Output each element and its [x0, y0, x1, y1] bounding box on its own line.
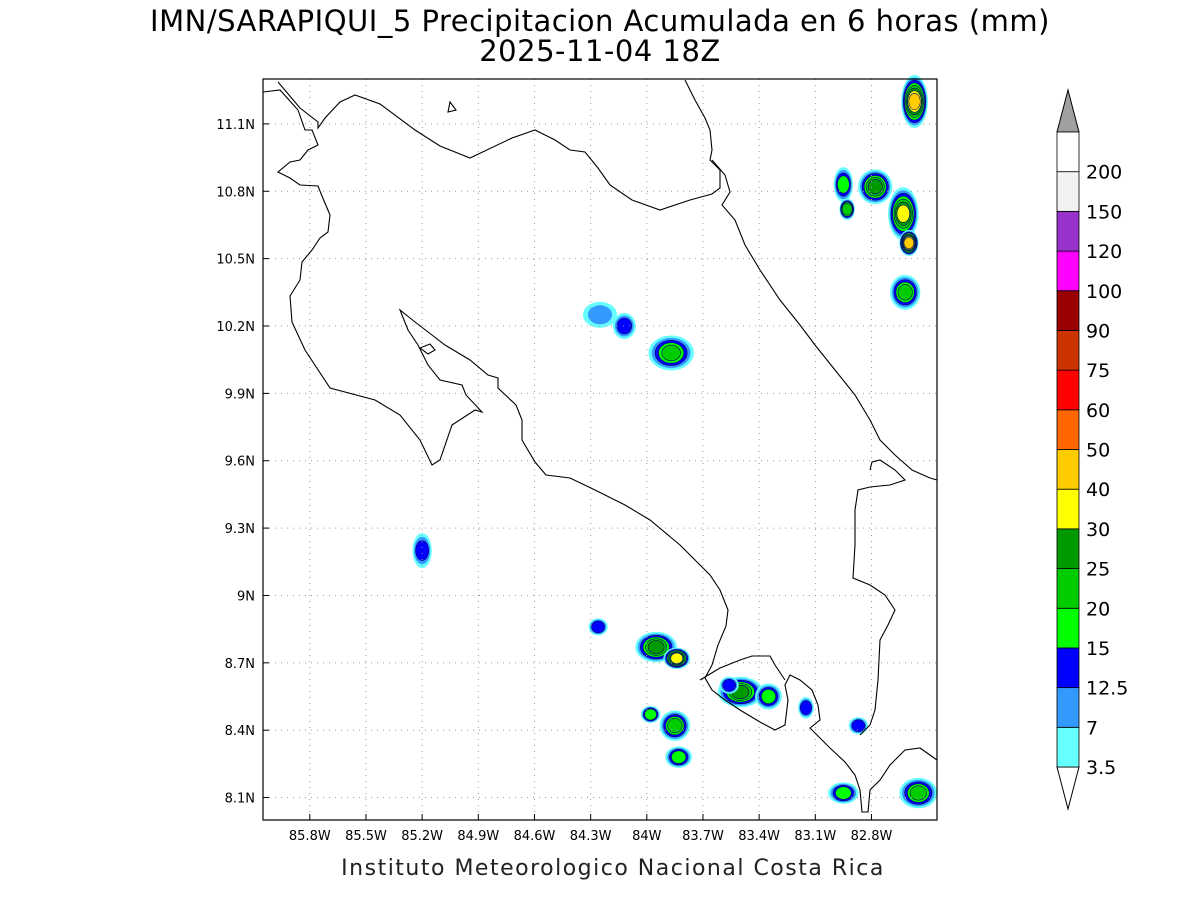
precip-cell-5-level-4 [667, 718, 683, 734]
coastline-gulf-nicoya-island [418, 343, 436, 355]
map-subtitle: 2025-11-04 18Z [479, 34, 721, 68]
coastlines [262, 79, 938, 813]
longitude-tick-labels: 85.8W 85.5W 85.2W 84.9W 84.6W 84.3W 84W 83.7W 83… [289, 814, 893, 844]
lon-tick-label: 83.7W [682, 829, 724, 844]
colorbar-swatch-7 [1056, 449, 1080, 490]
precip-cell-15-level-7 [908, 92, 921, 110]
lat-tick-label: 9.3N [225, 522, 255, 537]
lat-tick-label: 10.5N [216, 253, 255, 268]
colorbar-label: 40 [1086, 479, 1110, 501]
coastline-lake-nicaragua [277, 79, 721, 211]
lon-tick-label: 82.8W [851, 829, 893, 844]
colorbar-label: 15 [1086, 638, 1110, 660]
lon-tick-label: 83.4W [738, 829, 780, 844]
precip-cell-9-level-2 [722, 678, 736, 692]
colorbar-swatch-11 [1056, 290, 1080, 331]
colorbar-swatch-8 [1056, 409, 1080, 450]
lon-tick-label: 85.5W [345, 829, 387, 844]
colorbar-label: 120 [1086, 241, 1122, 263]
colorbar: 3.5 7 12.5 15 20 25 30 40 50 60 75 90 100 120 150 200 [1056, 88, 1128, 811]
colorbar-swatch-13 [1056, 210, 1080, 252]
precip-cell-6-level-3 [671, 750, 687, 764]
colorbar-swatch-2 [1056, 647, 1080, 689]
colorbar-label: 90 [1086, 320, 1110, 342]
colorbar-swatch-14 [1056, 171, 1080, 212]
lat-tick-label: 8.4N [225, 724, 255, 739]
lat-tick-label: 10.2N [216, 320, 255, 335]
colorbar-swatch-3 [1056, 607, 1080, 649]
colorbar-label: 3.5 [1086, 757, 1116, 779]
precip-cell-11-level-2 [591, 620, 605, 634]
coastline-pacific [262, 89, 938, 813]
credit-text: Instituto Meteorologico Nacional Costa R… [341, 856, 885, 881]
coastline-osa-peninsula [699, 655, 786, 681]
lat-tick-label: 9N [237, 589, 255, 604]
precip-cell-19-level-7 [903, 236, 915, 249]
colorbar-label: 25 [1086, 559, 1110, 581]
colorbar-swatch-6 [1056, 488, 1080, 530]
lat-tick-label: 11.1N [216, 118, 255, 133]
lat-tick-label: 9.9N [225, 387, 255, 402]
colorbar-label: 200 [1086, 162, 1122, 184]
precip-cell-22-level-2 [851, 719, 866, 732]
precip-cell-23-level-2 [799, 700, 812, 716]
precip-cell-10-level-3 [644, 708, 657, 721]
lon-tick-label: 84W [632, 829, 662, 844]
colorbar-label: 150 [1086, 201, 1122, 223]
plot-frame [262, 78, 938, 821]
precip-cell-3-level-5 [647, 640, 665, 655]
colorbar-upper-arrow [1056, 88, 1080, 133]
map-title: IMN/SARAPIQUI_5 Precipitacion Acumulada … [150, 4, 1050, 38]
colorbar-label: 30 [1086, 519, 1110, 541]
precip-cell-8-level-3 [760, 689, 777, 704]
precip-cell-16-level-4 [897, 284, 913, 301]
precipitation-layer [412, 75, 938, 809]
lat-tick-label: 10.8N [216, 185, 255, 200]
lon-tick-label: 83.1W [794, 829, 836, 844]
colorbar-label: 60 [1086, 400, 1110, 422]
grid-lines [263, 79, 937, 820]
precip-cell-2-level-4 [661, 344, 681, 362]
colorbar-swatch-9 [1056, 369, 1080, 411]
colorbar-swatch-4 [1056, 568, 1080, 609]
latitude-tick-labels: 11.1N 10.8N 10.5N 10.2N 9.9N 9.6N 9.3N 9N 8.7N 8.… [216, 118, 269, 807]
precip-cell-18-level-4 [841, 203, 853, 216]
colorbar-swatch-10 [1056, 330, 1080, 371]
colorbar-lower-arrow [1056, 766, 1080, 811]
colorbar-label: 75 [1086, 360, 1110, 382]
colorbar-label: 100 [1086, 281, 1122, 303]
lat-tick-label: 8.1N [225, 792, 255, 807]
colorbar-swatch-1 [1056, 687, 1080, 728]
colorbar-swatch-5 [1056, 528, 1080, 569]
precip-cell-12-level-2 [415, 540, 429, 561]
coastline-caribbean [711, 159, 938, 481]
lon-tick-label: 85.8W [289, 829, 331, 844]
precip-cell-4-level-6 [670, 652, 684, 665]
precip-cell-14-level-6 [896, 204, 910, 223]
precip-cell-21-level-3 [835, 786, 852, 800]
colorbar-swatch-12 [1056, 250, 1080, 292]
lon-tick-label: 84.3W [570, 829, 612, 844]
lat-tick-label: 9.6N [225, 455, 255, 470]
colorbar-swatch-15 [1056, 131, 1080, 173]
precip-cell-0-level-1 [587, 305, 613, 325]
colorbar-label: 12.5 [1086, 678, 1128, 700]
precip-cell-20-level-4 [909, 785, 927, 801]
lon-tick-label: 84.9W [457, 829, 499, 844]
colorbar-label: 20 [1086, 598, 1110, 620]
precip-cell-13-level-5 [867, 179, 883, 195]
colorbar-label: 7 [1086, 717, 1098, 739]
precip-cell-17-level-3 [837, 175, 850, 194]
coastline-island [447, 100, 457, 113]
border-panama [852, 459, 907, 736]
lon-tick-label: 85.2W [401, 829, 443, 844]
lat-tick-label: 8.7N [225, 657, 255, 672]
lon-tick-label: 84.6W [514, 829, 556, 844]
colorbar-swatch-0 [1056, 726, 1080, 768]
colorbar-label: 50 [1086, 440, 1110, 462]
